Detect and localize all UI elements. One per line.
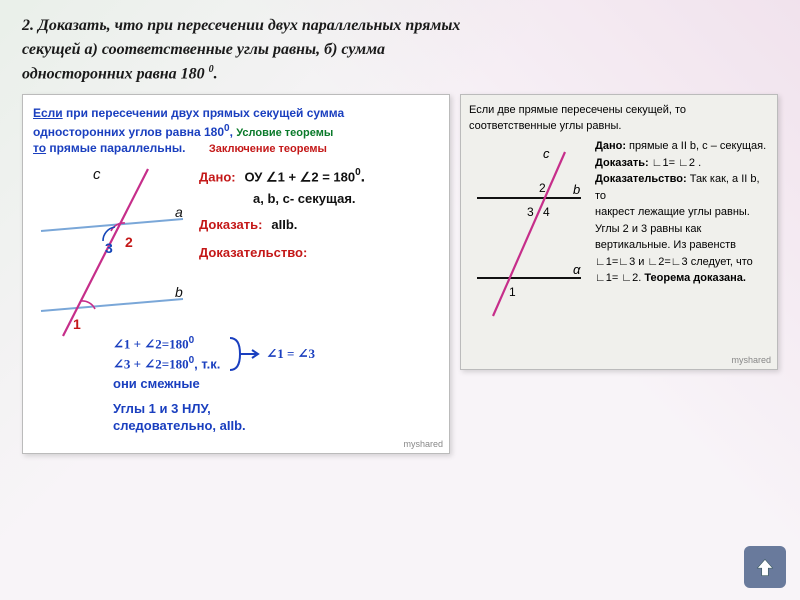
- given-l1: ОУ ∠1 + ∠2 = 180: [245, 170, 356, 185]
- prompt-l3-end: .: [214, 65, 218, 82]
- conclusion-label: Заключение теоремы: [209, 143, 327, 155]
- eq3: они смежные: [113, 376, 439, 391]
- svg-text:3: 3: [527, 205, 534, 219]
- r-proved: Теорема доказана.: [644, 272, 746, 284]
- svg-text:c: c: [543, 146, 550, 161]
- proof-label: Доказательство:: [199, 245, 307, 260]
- then-word: то: [33, 141, 46, 155]
- brace-icon: [226, 334, 260, 374]
- prompt-l3: односторонних равна 180: [22, 65, 209, 82]
- right-theorem: Если две прямые пересечены секущей, то с…: [469, 103, 769, 134]
- left-proof-panel: Если при пересечении двух прямых секущей…: [22, 94, 450, 454]
- r-prove-label: Доказать:: [595, 157, 649, 169]
- imply: ∠1 = ∠3: [266, 346, 315, 362]
- svg-text:b: b: [175, 284, 183, 300]
- r-proof3: Углы 2 и 3 равны как: [595, 221, 769, 238]
- eq2: ∠3 + ∠2=180: [113, 356, 189, 371]
- prove-label: Доказать:: [199, 217, 262, 232]
- prove-v: aIIb.: [271, 217, 297, 232]
- concl2: следовательно, aIIb.: [113, 418, 439, 433]
- watermark-left: myshared: [403, 439, 443, 449]
- svg-text:4: 4: [543, 205, 550, 219]
- problem-statement: 2. Доказать, что при пересечении двух па…: [22, 14, 778, 86]
- given-l1-end: .: [361, 169, 365, 186]
- svg-text:b: b: [573, 182, 580, 197]
- svg-text:a: a: [175, 204, 183, 220]
- eq2-tail: , т.к.: [194, 356, 220, 371]
- r-proof-label: Доказательство:: [595, 173, 687, 185]
- svg-text:1: 1: [73, 316, 81, 332]
- r-prove: ∟1= ∟2 .: [649, 157, 701, 169]
- watermark-right: myshared: [731, 355, 771, 365]
- left-diagram: c a b 3 2 1: [33, 161, 193, 331]
- theorem-body1: при пересечении двух прямых секущей сумм…: [63, 106, 345, 120]
- condition-label: Условие теоремы: [236, 127, 333, 139]
- r-given: прямые a II b, c – секущая.: [626, 140, 766, 152]
- right-diagram: c b α 2 3 4 1: [469, 138, 589, 318]
- theorem-body2: односторонних углов равна 180: [33, 125, 224, 139]
- r-proof6: ∟1= ∟2.: [595, 272, 644, 284]
- svg-text:α: α: [573, 262, 581, 277]
- r-proof5: ∟1=∟3 и ∟2=∟3 следует, что: [595, 254, 769, 271]
- then-body: прямые параллельны.: [46, 141, 185, 155]
- r-given-label: Дано:: [595, 140, 626, 152]
- right-proof-text: Дано: прямые a II b, c – секущая. Доказа…: [595, 138, 769, 318]
- prompt-l2: секущей а) соответственные углы равны, б…: [22, 41, 385, 58]
- svg-text:2: 2: [539, 181, 546, 195]
- arrow-up-icon: [752, 554, 778, 580]
- svg-text:3: 3: [105, 240, 113, 256]
- svg-text:c: c: [93, 166, 101, 183]
- r-proof2: накрест лежащие углы равны.: [595, 204, 769, 221]
- nav-up-button[interactable]: [744, 546, 786, 588]
- r-proof4: вертикальные. Из равенств: [595, 237, 769, 254]
- if-word: Если: [33, 106, 63, 120]
- given-label: Дано:: [199, 170, 236, 185]
- svg-text:1: 1: [509, 285, 516, 299]
- given-l2: a, b, c- секущая.: [253, 191, 439, 206]
- prompt-l1: 2. Доказать, что при пересечении двух па…: [22, 17, 460, 34]
- concl1: Углы 1 и 3 НЛУ,: [113, 401, 439, 416]
- svg-text:2: 2: [125, 234, 133, 250]
- right-proof-panel: Если две прямые пересечены секущей, то с…: [460, 94, 778, 370]
